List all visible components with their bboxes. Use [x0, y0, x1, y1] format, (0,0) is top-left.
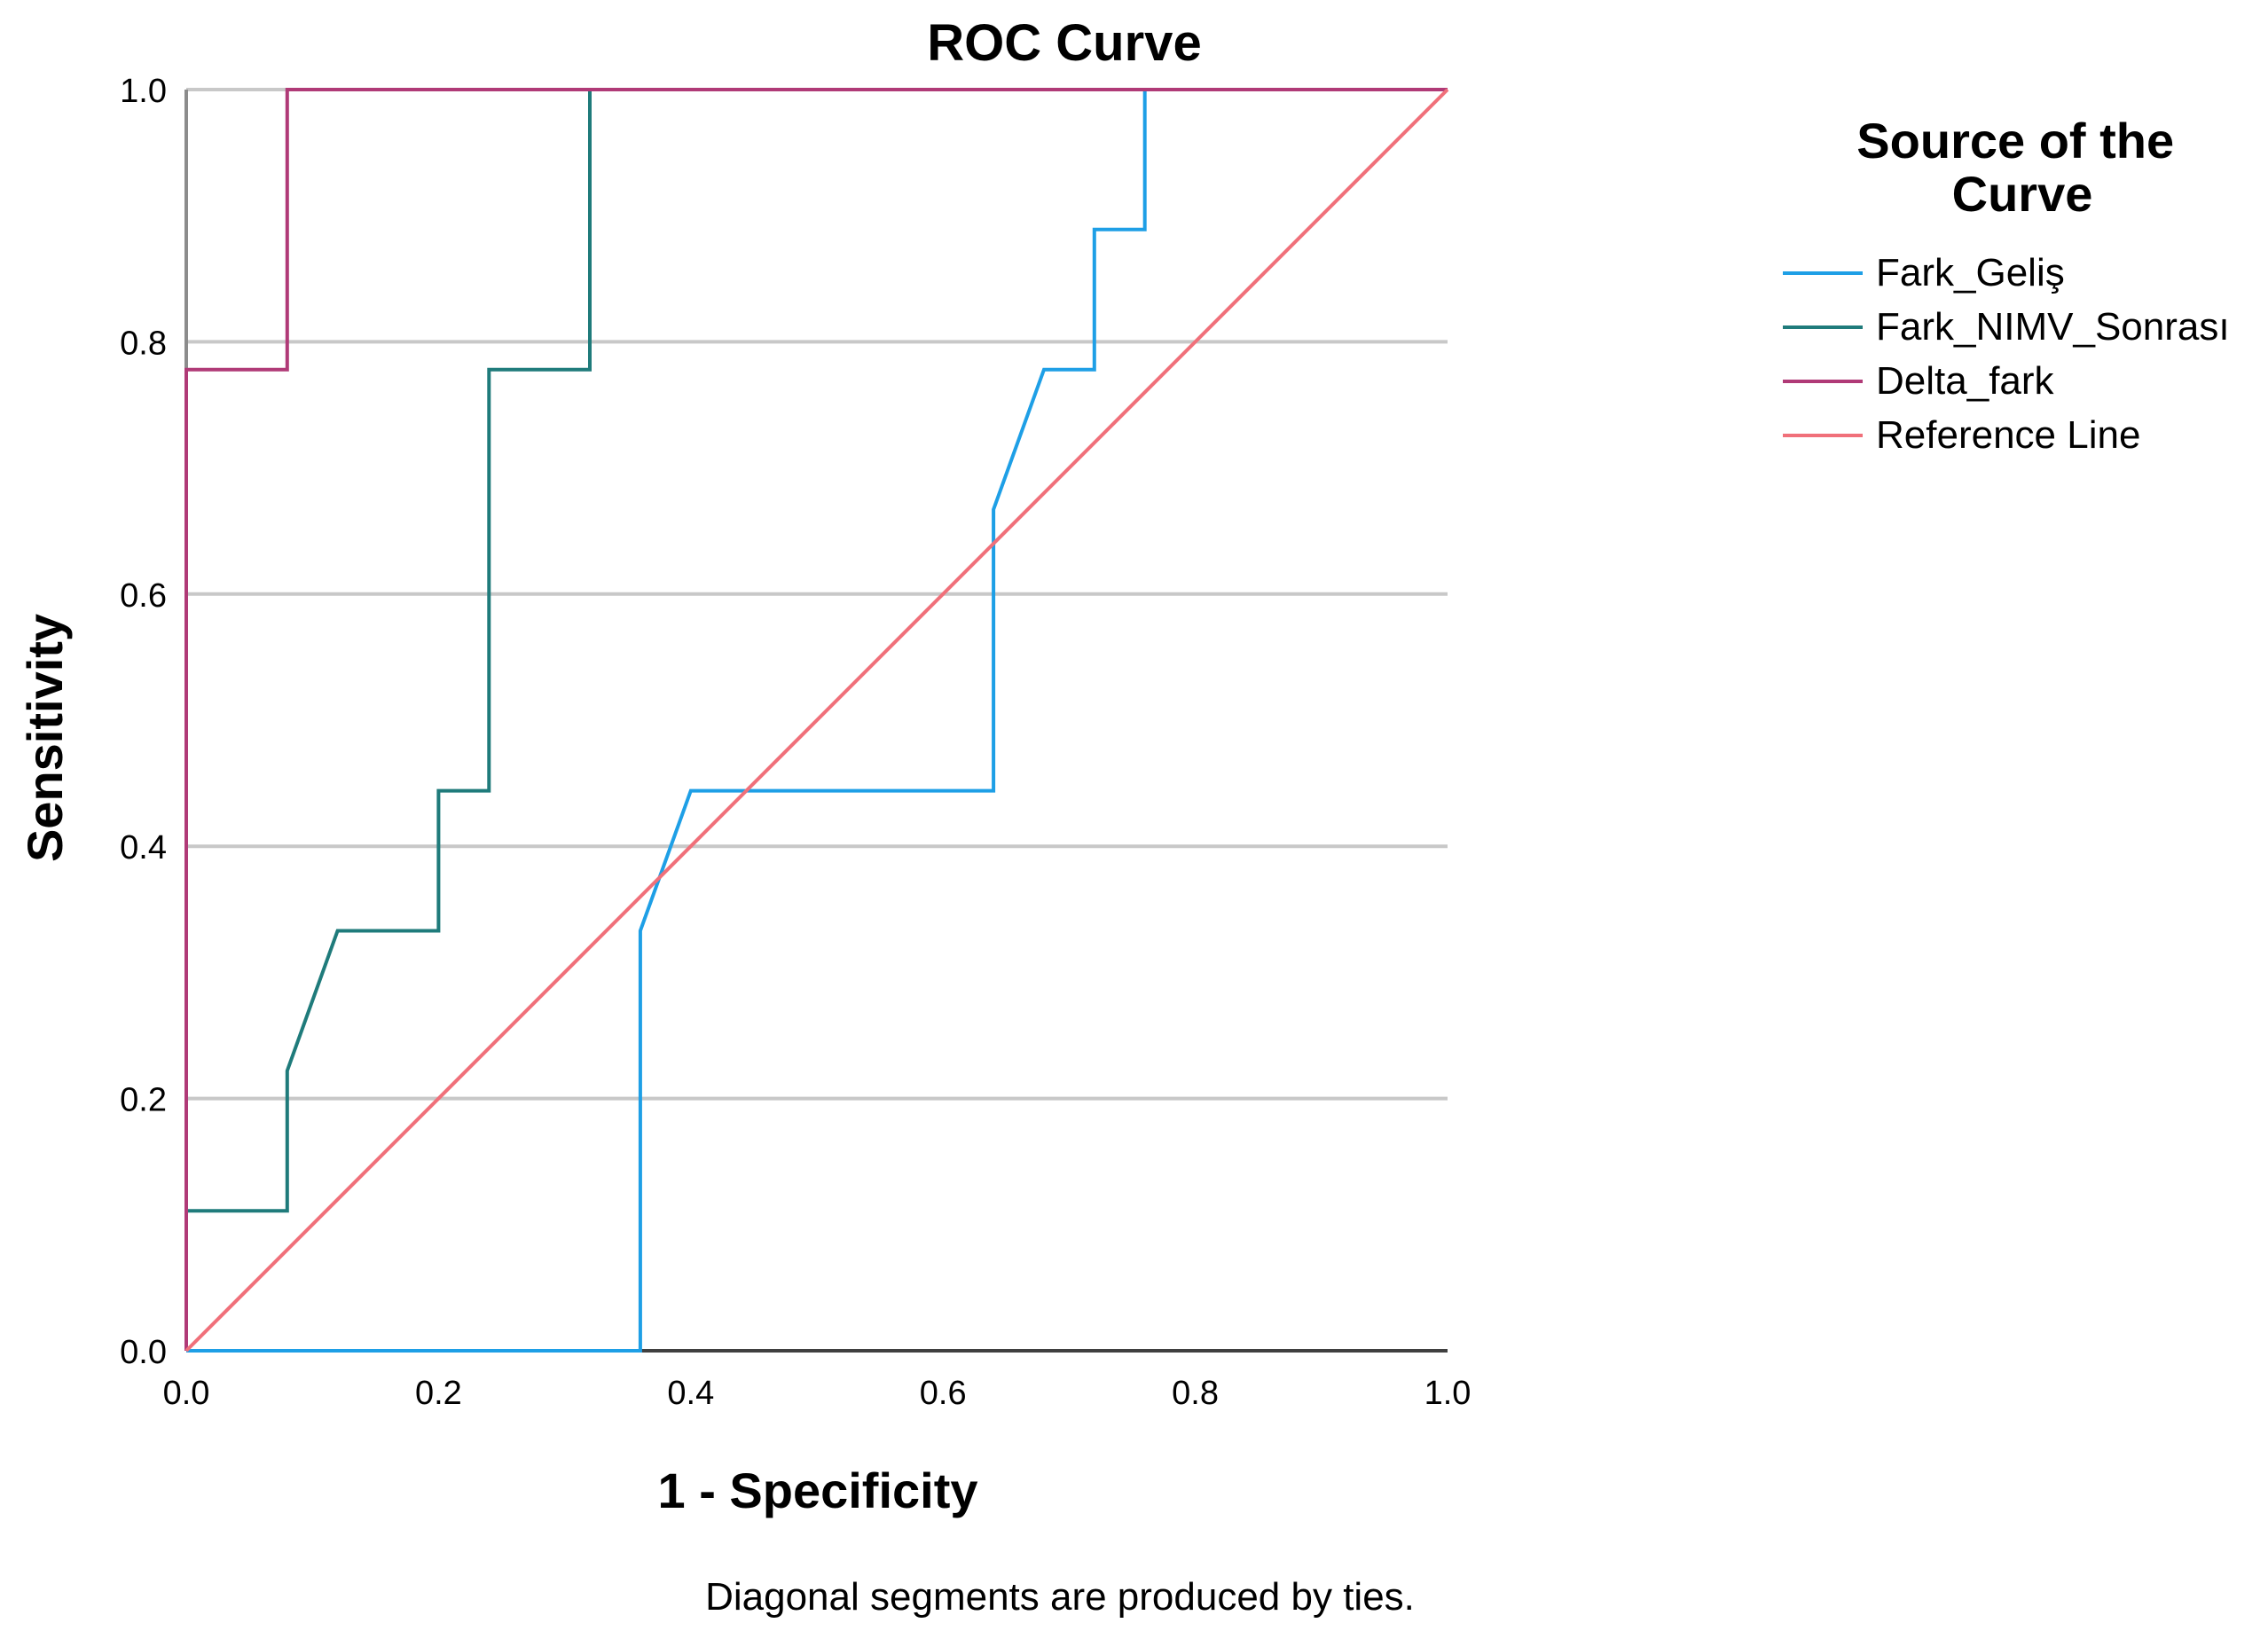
x-tick-label-5: 1.0 — [1424, 1375, 1471, 1412]
y-axis-label: Sensitivity — [17, 614, 73, 862]
series-line-reference-line — [184, 88, 1449, 1353]
series-line-fark-geli- — [186, 88, 1448, 1353]
chart-title: ROC Curve — [927, 14, 1201, 72]
legend-label-2: Delta_fark — [1876, 359, 2055, 403]
tick-labels: 0.0 0.2 0.4 0.6 0.8 1.0 0.0 0.2 0.4 0.6 0.8 1.0 — [120, 73, 1471, 1412]
chart-footnote: Diagonal segments are produced by ties. — [705, 1575, 1415, 1619]
x-tick-label-1: 0.2 — [415, 1375, 462, 1412]
legend-label-1: Fark_NIMV_Sonrası — [1876, 305, 2230, 349]
legend-title-line-1: Source of the — [1856, 113, 2174, 169]
legend-title: Source of the Curve — [1856, 113, 2187, 222]
y-tick-label-2: 0.4 — [120, 829, 167, 866]
series-line-fark-nimv-sonras- — [184, 88, 1448, 1351]
x-tick-label-3: 0.6 — [920, 1375, 967, 1412]
y-tick-label-0: 0.0 — [120, 1334, 167, 1371]
legend-label-0: Fark_Geliş — [1876, 251, 2065, 294]
series-lines — [184, 88, 1449, 1353]
series-line-delta-fark — [184, 88, 1448, 1351]
legend-items: Fark_Geliş Fark_NIMV_Sonrası Delta_fark Ref… — [1783, 251, 2230, 457]
legend-title-line-2: Curve — [1952, 166, 2093, 222]
y-tick-label-5: 1.0 — [120, 73, 167, 110]
y-tick-label-1: 0.2 — [120, 1082, 167, 1119]
x-tick-label-4: 0.8 — [1172, 1375, 1219, 1412]
legend: Source of the Curve Fark_Geliş Fark_NIMV_… — [1783, 113, 2230, 457]
x-axis-label: 1 - Specificity — [657, 1462, 977, 1518]
x-tick-label-0: 0.0 — [163, 1375, 210, 1412]
y-tick-label-3: 0.6 — [120, 577, 167, 615]
y-tick-label-4: 0.8 — [120, 325, 167, 362]
legend-label-3: Reference Line — [1876, 413, 2140, 457]
x-tick-label-2: 0.4 — [667, 1375, 714, 1412]
